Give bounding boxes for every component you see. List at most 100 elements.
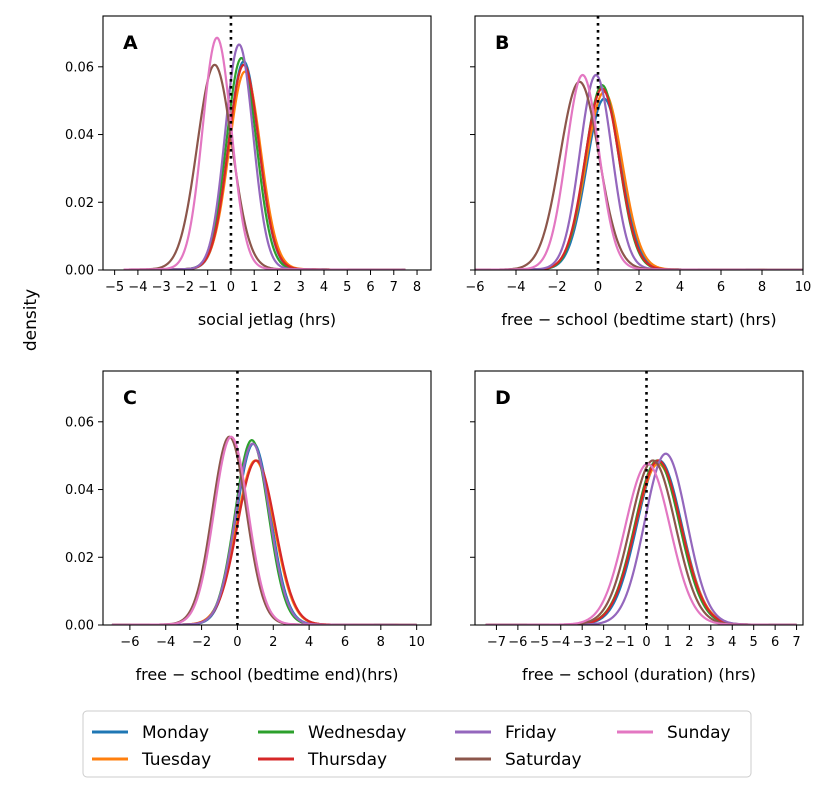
x-tick-label: −1 [198, 280, 217, 295]
x-tick-label: −6 [465, 280, 484, 295]
x-tick-label: 2 [635, 280, 643, 295]
y-tick-label: 0.04 [65, 483, 94, 498]
y-tick-label: 0.00 [65, 619, 94, 634]
legend-item-monday: Monday [92, 723, 209, 743]
x-tick-label: 0 [594, 280, 602, 295]
panel-letter: A [123, 32, 138, 54]
y-tick-label: 0.04 [65, 128, 94, 143]
x-tick-label: −7 [487, 635, 506, 650]
x-tick-label: 2 [269, 635, 277, 650]
x-tick-label: 6 [341, 635, 349, 650]
legend-label: Thursday [307, 750, 387, 770]
legend-label: Wednesday [308, 723, 406, 743]
x-axis-label: free − school (bedtime start) (hrs) [501, 310, 776, 329]
series-lines [475, 73, 803, 270]
y-tick-label: 0.00 [65, 264, 94, 279]
series-line-wednesday [123, 57, 406, 270]
y-tick-label: 0.02 [65, 551, 94, 566]
x-tick-label: 5 [343, 280, 351, 295]
x-tick-label: −2 [594, 635, 613, 650]
x-tick-label: −5 [105, 280, 124, 295]
x-tick-label: 0 [642, 635, 650, 650]
shared-y-axis-label: density [21, 289, 41, 351]
series-line-thursday [123, 63, 406, 270]
x-tick-label: 10 [795, 280, 812, 295]
x-tick-label: 6 [366, 280, 374, 295]
legend-frame [82, 710, 752, 778]
plot-frame [102, 15, 432, 271]
x-tick-label: −4 [128, 280, 147, 295]
y-tick-label: 0.06 [65, 60, 94, 75]
series-line-monday [123, 60, 406, 270]
series-line-friday [123, 43, 406, 270]
x-tick-label: 0 [227, 280, 235, 295]
plot-frame [474, 15, 804, 271]
series-line-sunday [111, 435, 417, 625]
x-tick-label: −2 [192, 635, 211, 650]
x-axis-label: social jetlag (hrs) [198, 310, 336, 329]
plot-frame [474, 370, 804, 626]
series-line-tuesday [475, 90, 803, 270]
x-tick-label: 3 [707, 635, 715, 650]
x-tick-label: −4 [551, 635, 570, 650]
x-tick-label: 1 [250, 280, 258, 295]
x-tick-label: −4 [506, 280, 525, 295]
x-tick-label: 10 [408, 635, 425, 650]
y-tick-label: 0.02 [65, 196, 94, 211]
x-tick-label: 8 [377, 635, 385, 650]
x-tick-label: −5 [530, 635, 549, 650]
panel-letter: B [495, 32, 509, 54]
x-tick-label: −4 [156, 635, 175, 650]
panel-a: −5 −4 −3 −2 −1 0 1 2 3 4 5 6 7 8 0.00 0.02 0.04 0.06 Asoci… [65, 15, 432, 329]
x-tick-label: −3 [573, 635, 592, 650]
x-tick-label: 3 [297, 280, 305, 295]
x-tick-label: −3 [152, 280, 171, 295]
x-tick-label: 4 [728, 635, 736, 650]
x-axis-label: free − school (duration) (hrs) [522, 665, 756, 684]
series-line-saturday [123, 63, 406, 270]
x-tick-label: 4 [320, 280, 328, 295]
x-tick-label: −1 [615, 635, 634, 650]
legend-label: Tuesday [141, 750, 211, 770]
x-tick-label: 8 [758, 280, 766, 295]
x-tick-label: 1 [664, 635, 672, 650]
x-tick-label: 6 [717, 280, 725, 295]
x-tick-label: 5 [750, 635, 758, 650]
x-tick-label: 7 [792, 635, 800, 650]
series-lines [485, 452, 797, 625]
series-lines [111, 435, 417, 625]
x-axis-label: free − school (bedtime end)(hrs) [135, 665, 398, 684]
x-tick-label: −6 [508, 635, 527, 650]
legend-label: Sunday [667, 723, 731, 743]
x-tick-label: −6 [120, 635, 139, 650]
legend-item-thursday: Thursday [258, 750, 387, 770]
y-tick-label: 0.06 [65, 415, 94, 430]
legend-label: Friday [505, 723, 557, 743]
x-tick-label: 0 [233, 635, 241, 650]
legend-item-saturday: Saturday [455, 750, 582, 770]
legend-label: Monday [142, 723, 209, 743]
series-lines [123, 36, 406, 270]
legend-item-tuesday: Tuesday [92, 750, 211, 770]
legend-item-wednesday: Wednesday [258, 723, 406, 743]
x-tick-label: 2 [685, 635, 693, 650]
series-line-tuesday [485, 462, 797, 625]
legend-item-sunday: Sunday [617, 723, 731, 743]
panel-letter: D [495, 387, 511, 409]
series-line-sunday [123, 36, 406, 270]
x-tick-label: 4 [305, 635, 313, 650]
x-tick-label: 2 [273, 280, 281, 295]
legend-label: Saturday [505, 750, 582, 770]
x-tick-label: 6 [771, 635, 779, 650]
panel-letter: C [123, 387, 137, 409]
x-tick-label: −2 [175, 280, 194, 295]
x-tick-label: −2 [547, 280, 566, 295]
series-line-tuesday [123, 70, 406, 270]
legend-item-friday: Friday [455, 723, 557, 743]
x-tick-label: 8 [413, 280, 421, 295]
series-line-sunday [485, 462, 797, 625]
